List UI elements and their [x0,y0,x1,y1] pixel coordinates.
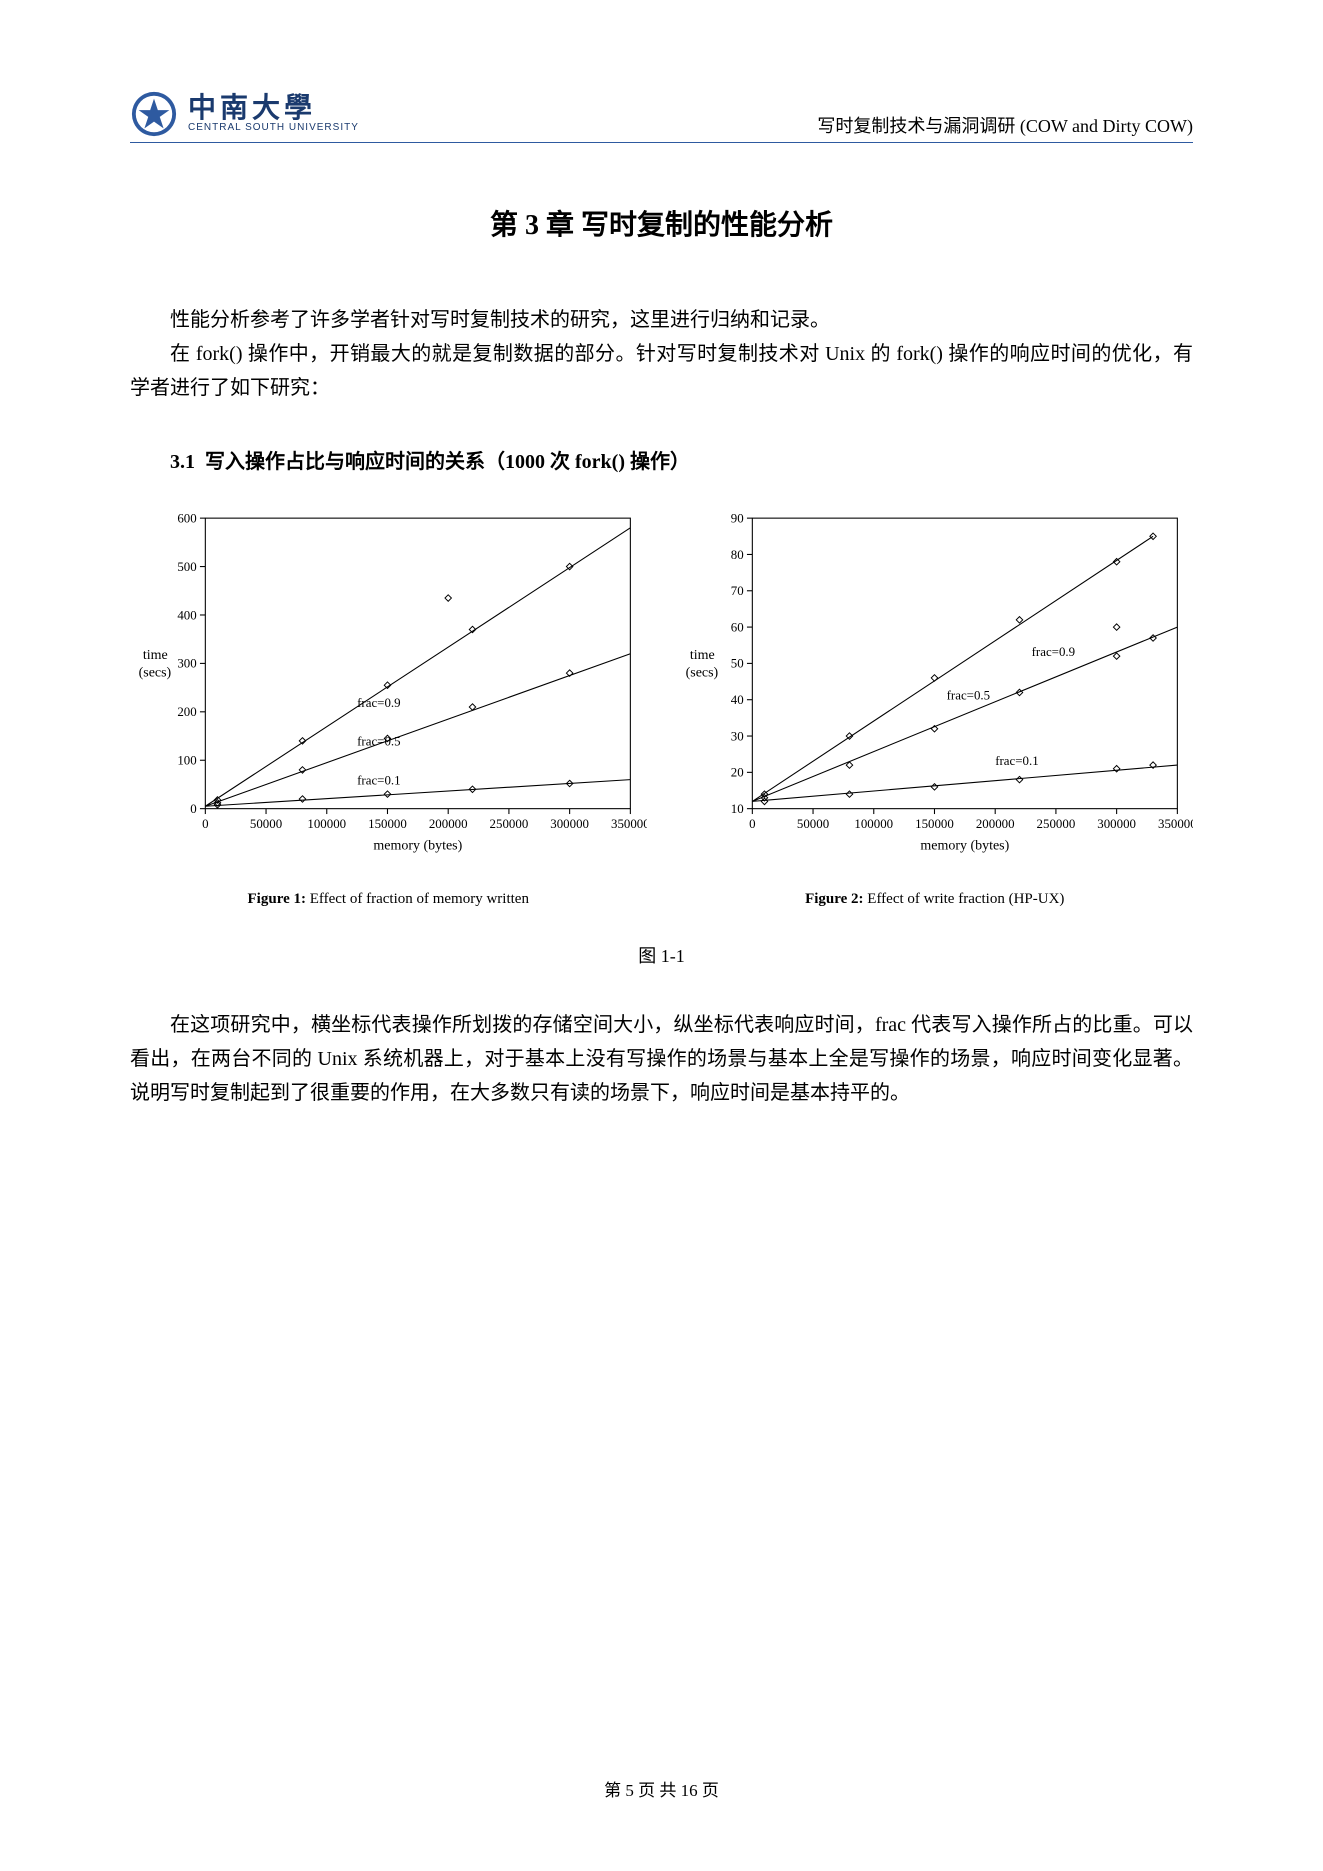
svg-text:30: 30 [730,728,743,743]
section-heading: 3.1 写入操作占比与响应时间的关系（1000 次 fork() 操作） [130,445,1193,474]
svg-text:600: 600 [177,510,196,525]
charts-row: 0500001000001500002000002500003000003500… [130,502,1193,908]
chart-right-caption-rest: Effect of write fraction (HP-UX) [864,891,1065,907]
logo-block: 中南大學 CENTRAL SOUTH UNIVERSITY [130,90,359,138]
svg-text:200: 200 [177,704,196,719]
figure-label: 图 1-1 [130,942,1193,968]
svg-text:100000: 100000 [854,816,893,831]
svg-text:200000: 200000 [975,816,1014,831]
svg-text:frac=0.5: frac=0.5 [946,688,989,703]
paragraph-1: 性能分析参考了许多学者针对写时复制技术的研究，这里进行归纳和记录。 [130,303,1193,337]
chart-right-caption: Figure 2: Effect of write fraction (HP-U… [677,891,1194,908]
paragraph-3: 在这项研究中，横坐标代表操作所划拨的存储空间大小，纵坐标代表响应时间，frac … [130,1008,1193,1110]
svg-text:memory (bytes): memory (bytes) [920,839,1009,854]
svg-text:memory (bytes): memory (bytes) [373,839,462,854]
svg-text:400: 400 [177,607,196,622]
svg-text:(secs): (secs) [685,665,718,680]
svg-text:frac=0.9: frac=0.9 [1031,644,1074,659]
chart-left-svg: 0 50000 100000 150000 200000 250000 300000 3500… [130,502,647,868]
svg-text:40: 40 [730,692,743,707]
header-doc-title: 写时复制技术与漏洞调研 (COW and Dirty COW) [817,112,1193,138]
page-footer: 第 5 页 共 16 页 [0,1776,1323,1801]
svg-text:250000: 250000 [1036,816,1075,831]
svg-text:300: 300 [177,656,196,671]
svg-text:100000: 100000 [307,816,346,831]
svg-text:300000: 300000 [550,816,589,831]
svg-text:0: 0 [190,801,196,816]
svg-text:80: 80 [730,547,743,562]
svg-text:150000: 150000 [915,816,954,831]
svg-text:frac=0.1: frac=0.1 [357,772,400,787]
svg-text:60: 60 [730,619,743,634]
svg-text:20: 20 [730,765,743,780]
svg-text:300000: 300000 [1097,816,1136,831]
paragraph-2: 在 fork() 操作中，开销最大的就是复制数据的部分。针对写时复制技术对 Un… [130,337,1193,405]
svg-text:frac=0.9: frac=0.9 [357,695,400,710]
chart-left-caption: Figure 1: Effect of fraction of memory w… [130,891,647,908]
chart-left-caption-rest: Effect of fraction of memory written [306,891,529,907]
svg-text:100: 100 [177,753,196,768]
chapter-title: 第 3 章 写时复制的性能分析 [130,203,1193,243]
logo-text-en: CENTRAL SOUTH UNIVERSITY [188,123,359,133]
svg-text:(secs): (secs) [139,665,172,680]
chart-left-caption-bold: Figure 1: [248,891,306,907]
svg-text:90: 90 [730,510,743,525]
svg-text:500: 500 [177,559,196,574]
svg-text:50000: 50000 [796,816,828,831]
svg-text:50000: 50000 [250,816,282,831]
svg-text:frac=0.1: frac=0.1 [995,753,1038,768]
svg-text:200000: 200000 [429,816,468,831]
university-logo-icon [130,90,178,138]
svg-text:time: time [143,648,168,663]
svg-text:350000: 350000 [1157,816,1193,831]
svg-text:350000: 350000 [611,816,647,831]
chart-right: 0 50000 100000 150000 200000 250000 300000 3500… [677,502,1194,908]
svg-text:70: 70 [730,583,743,598]
svg-text:0: 0 [749,816,755,831]
svg-text:frac=0.5: frac=0.5 [357,734,400,749]
svg-text:0: 0 [202,816,208,831]
page-header: 中南大學 CENTRAL SOUTH UNIVERSITY 写时复制技术与漏洞调… [130,90,1193,143]
section-title-text: 写入操作占比与响应时间的关系（1000 次 fork() 操作） [205,451,690,473]
chart-right-caption-bold: Figure 2: [805,891,863,907]
section-number: 3.1 [170,451,195,473]
svg-text:50: 50 [730,656,743,671]
svg-text:150000: 150000 [368,816,407,831]
svg-text:10: 10 [730,801,743,816]
logo-text-cn: 中南大學 [188,95,359,123]
svg-text:time: time [689,648,714,663]
chart-left: 0 50000 100000 150000 200000 250000 300000 3500… [130,502,647,908]
chart-right-svg: 0 50000 100000 150000 200000 250000 300000 3500… [677,502,1194,868]
svg-text:250000: 250000 [490,816,529,831]
